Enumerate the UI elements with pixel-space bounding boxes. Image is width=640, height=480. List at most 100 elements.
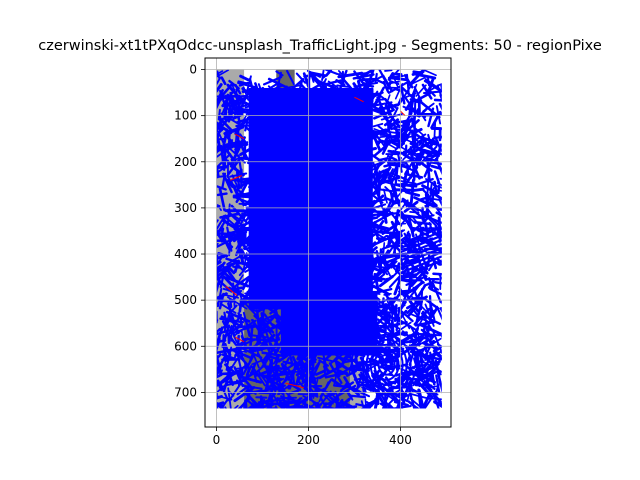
segment-vector bbox=[275, 396, 297, 400]
segment-vector bbox=[397, 290, 414, 296]
segmented-image bbox=[216, 69, 442, 409]
segment-vector bbox=[220, 238, 234, 249]
stripe-line bbox=[400, 255, 442, 274]
segment-vector bbox=[216, 297, 222, 305]
segment-vector bbox=[234, 140, 243, 151]
segment-vector bbox=[383, 404, 387, 409]
segment-vector bbox=[404, 291, 414, 307]
segment-vector bbox=[306, 69, 322, 78]
segment-vector bbox=[216, 261, 222, 266]
segment-vector bbox=[249, 340, 260, 354]
segment-vector bbox=[216, 125, 221, 134]
segment-vector bbox=[414, 383, 433, 387]
segment-vector bbox=[235, 181, 249, 204]
segment-vector bbox=[242, 311, 251, 337]
segment-vector bbox=[233, 217, 242, 231]
segment-vector bbox=[295, 72, 307, 84]
segment-vector bbox=[389, 302, 402, 322]
boundary-mark bbox=[230, 175, 242, 181]
segment-vector bbox=[376, 79, 385, 85]
segment-vector bbox=[433, 120, 437, 140]
segment-vector bbox=[392, 72, 403, 76]
segment-vector bbox=[228, 79, 240, 90]
segment-vector bbox=[221, 398, 229, 408]
segment-vector bbox=[416, 332, 442, 337]
segment-vector bbox=[321, 402, 328, 409]
segment-vector bbox=[402, 378, 413, 399]
segment-vector bbox=[439, 199, 442, 207]
segment-vector bbox=[384, 69, 393, 72]
segment-vector bbox=[418, 138, 426, 152]
segment-vector bbox=[366, 357, 380, 364]
segment-vector bbox=[388, 404, 395, 409]
segment-vector bbox=[340, 400, 356, 409]
segment-vector bbox=[230, 225, 244, 235]
segment-vector bbox=[223, 100, 234, 119]
segment-vector bbox=[430, 164, 442, 171]
segment-vector bbox=[397, 153, 403, 173]
segment-vector bbox=[250, 363, 257, 375]
segment-vector bbox=[396, 284, 406, 297]
grid-lines bbox=[205, 58, 451, 427]
segment-vector bbox=[399, 309, 408, 320]
segment-vector bbox=[407, 215, 416, 224]
segment-vector bbox=[216, 395, 223, 400]
segment-vector bbox=[414, 320, 436, 327]
segment-vector bbox=[216, 83, 223, 93]
segment-vector bbox=[218, 187, 226, 212]
y-tick-label: 500 bbox=[174, 293, 197, 307]
segment-vector bbox=[428, 256, 441, 266]
segment-vector bbox=[237, 80, 248, 85]
segment-vector bbox=[261, 351, 287, 358]
segment-vector bbox=[318, 359, 330, 367]
segment-vector bbox=[247, 345, 257, 367]
segment-vector bbox=[387, 103, 391, 114]
segment-vector bbox=[237, 368, 244, 387]
segment-vector bbox=[410, 393, 432, 401]
segment-vector bbox=[419, 354, 424, 370]
segment-vector bbox=[373, 203, 387, 209]
segment-vector bbox=[222, 172, 233, 194]
segment-vector bbox=[231, 174, 240, 190]
segment-vector bbox=[414, 353, 423, 375]
segment-vector bbox=[426, 377, 432, 385]
segment-vector bbox=[380, 175, 401, 185]
segment-vector bbox=[262, 76, 283, 86]
segment-vector bbox=[223, 323, 243, 339]
segment-vector bbox=[242, 384, 263, 390]
segment-vector bbox=[378, 170, 381, 191]
segment-vector bbox=[220, 76, 227, 86]
segment-vector bbox=[424, 303, 435, 327]
segment-vector bbox=[424, 223, 429, 233]
segment-vector bbox=[438, 403, 442, 406]
segment-vector bbox=[439, 307, 442, 313]
segment-vector bbox=[291, 384, 302, 392]
segment-vector bbox=[367, 400, 376, 409]
segment-vector bbox=[334, 382, 348, 401]
segment-vector bbox=[266, 399, 275, 409]
segment-vector bbox=[378, 93, 398, 110]
segment-vector bbox=[232, 103, 249, 111]
segment-vector bbox=[231, 304, 238, 312]
segment-vector bbox=[266, 354, 280, 361]
segment-vector bbox=[429, 161, 442, 166]
segment-vector bbox=[354, 353, 359, 371]
segment-vector bbox=[282, 360, 303, 367]
segment-vector bbox=[242, 86, 250, 101]
segment-vector bbox=[439, 93, 442, 102]
segment-vector bbox=[314, 369, 327, 376]
segment-vector bbox=[379, 393, 391, 409]
segment-vector bbox=[440, 332, 442, 339]
segment-vector bbox=[410, 267, 429, 288]
segment-vector bbox=[411, 215, 431, 234]
segment-vector bbox=[233, 262, 239, 274]
segment-vector bbox=[286, 405, 296, 409]
y-tick-label: 600 bbox=[174, 339, 197, 353]
segment-vector bbox=[362, 383, 367, 394]
segment-vector bbox=[438, 357, 442, 361]
segment-vector bbox=[398, 213, 422, 220]
segment-vector bbox=[262, 321, 285, 334]
segment-vector bbox=[221, 405, 224, 409]
segment-vector bbox=[233, 366, 244, 388]
segment-vector bbox=[425, 326, 431, 337]
